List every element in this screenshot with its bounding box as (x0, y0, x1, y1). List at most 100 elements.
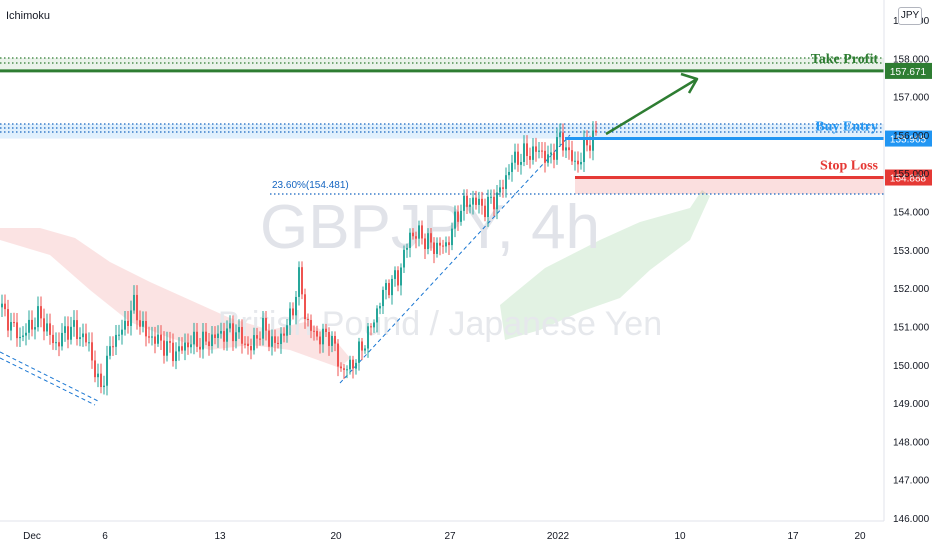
candle-body (337, 343, 339, 367)
time-tick-label: Dec (23, 531, 41, 542)
candle-body (208, 341, 210, 347)
candle-body (70, 326, 72, 340)
candle-body (526, 143, 528, 157)
candle-body (271, 336, 273, 347)
candle-body (571, 150, 573, 162)
candle-body (175, 351, 177, 362)
candle-body (109, 346, 111, 356)
candle-body (184, 342, 186, 351)
candle-body (235, 332, 237, 342)
candle-body (517, 151, 519, 165)
candle-body (493, 196, 495, 210)
candle-body (94, 360, 96, 378)
candle-body (160, 334, 162, 341)
candle-body (397, 270, 399, 286)
projection-arrow[interactable] (605, 72, 699, 136)
candle-body (559, 132, 561, 138)
candle-body (481, 198, 483, 206)
candle-body (265, 318, 267, 331)
candle-body (7, 309, 9, 331)
candle-body (91, 342, 93, 361)
candle-body (421, 225, 423, 239)
candle-body (484, 205, 486, 218)
candle-body (547, 154, 549, 163)
candle-body (16, 322, 18, 339)
price-tick-label: 148.000 (893, 437, 930, 448)
candle-body (361, 341, 363, 351)
candle-body (22, 335, 24, 337)
candle-body (34, 327, 36, 330)
candle-body (274, 336, 276, 343)
candle-body (535, 146, 537, 152)
candle-body (25, 332, 27, 336)
candle-body (250, 346, 252, 351)
candle-body (328, 331, 330, 346)
candle-body (568, 147, 570, 151)
candle-body (193, 331, 195, 345)
time-tick-label: 20 (854, 531, 866, 542)
candle-body (82, 333, 84, 338)
candle-body (343, 368, 345, 370)
candle-body (445, 242, 447, 247)
time-tick-label: 2022 (547, 531, 570, 542)
take-profit-price-tag (885, 62, 932, 79)
candle-body (352, 359, 354, 369)
candle-body (169, 341, 171, 343)
candle-body (76, 320, 78, 339)
candle-body (181, 346, 183, 351)
candle-body (400, 267, 402, 286)
stop-loss-zone (575, 177, 884, 194)
candle-body (544, 150, 546, 163)
fib-label: 23.60%(154.481) (272, 180, 349, 191)
candle-body (64, 326, 66, 333)
candle-body (358, 341, 360, 363)
price-tick-label: 151.000 (893, 322, 930, 333)
candle-body (433, 242, 435, 254)
candle-body (322, 328, 324, 345)
price-tick-label: 149.000 (893, 399, 930, 410)
buy-entry-zone (0, 124, 884, 139)
price-tick-label: 153.000 (893, 246, 930, 257)
candle-body (562, 132, 564, 151)
candle-body (550, 152, 552, 155)
currency-button[interactable]: JPY (898, 7, 922, 25)
candle-body (256, 335, 258, 339)
candle-body (448, 242, 450, 246)
candle-body (280, 333, 282, 344)
trend-lines[interactable] (0, 134, 571, 406)
candle-body (52, 334, 54, 344)
candle-body (541, 150, 543, 152)
indicator-label[interactable]: Ichimoku (6, 10, 51, 22)
candle-body (106, 355, 108, 386)
candle-body (457, 211, 459, 222)
candle-body (499, 187, 501, 193)
buy-entry-price-label: 155.905 (890, 135, 927, 146)
candle-body (100, 373, 102, 388)
stop-loss-label: Stop Loss (820, 159, 879, 174)
price-tick-label: 150.000 (893, 361, 930, 372)
candle-body (553, 152, 555, 160)
time-tick-label: 10 (674, 531, 686, 542)
candle-body (292, 308, 294, 316)
price-tick-label: 154.000 (893, 208, 930, 219)
levels[interactable]: Take Profit 157.671 Buy Entry 155.905 Stop L… (0, 52, 932, 186)
candle-body (514, 151, 516, 163)
candle-body (349, 359, 351, 370)
time-tick-label: 6 (102, 531, 108, 542)
candle-body (115, 334, 117, 347)
candle-body (298, 267, 300, 297)
candle-body (163, 340, 165, 356)
candle-body (226, 328, 228, 342)
candle-body (313, 330, 315, 332)
candle-body (304, 294, 306, 320)
candle-body (220, 331, 222, 334)
candle-body (340, 366, 342, 369)
candle-body (346, 369, 348, 371)
candle-body (586, 139, 588, 146)
candle-body (478, 198, 480, 205)
candle-body (454, 211, 456, 229)
candle-body (58, 342, 60, 347)
